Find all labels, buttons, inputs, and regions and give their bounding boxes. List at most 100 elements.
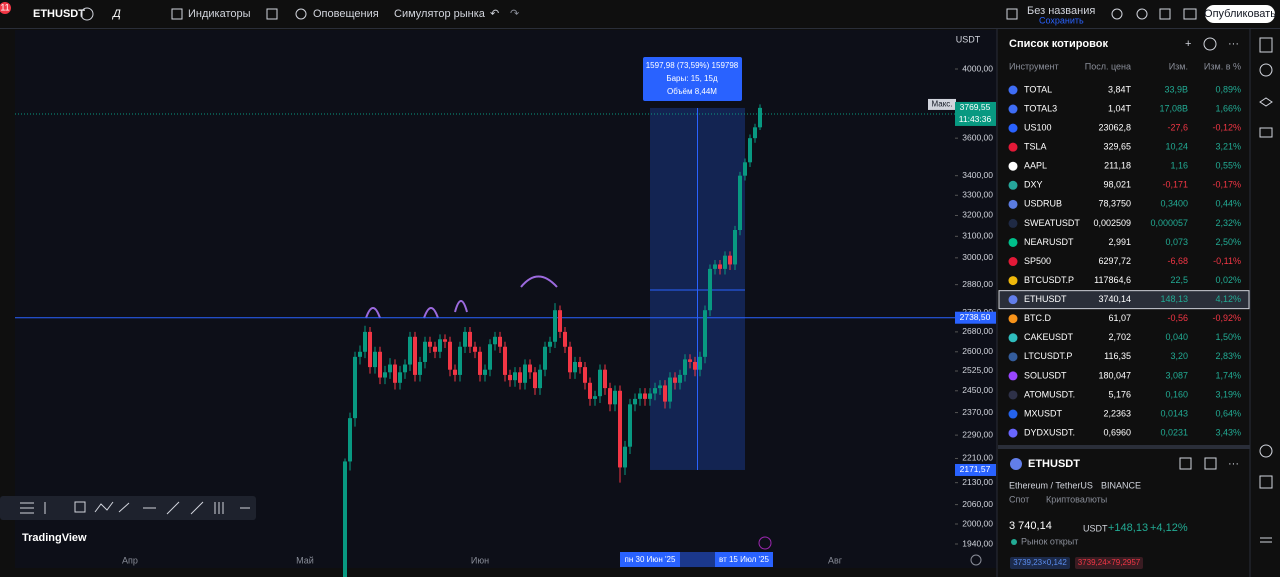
symbol-search[interactable]: ETHUSDT [33,8,85,20]
row-change-pct: 0,89% [1215,84,1241,94]
row-symbol[interactable]: DYDXUSDT. [1024,427,1075,437]
candle-body [458,346,462,375]
row-symbol[interactable]: TSLA [1024,142,1047,152]
row-icon [1008,314,1018,324]
row-price: 1,04T [1108,103,1132,113]
add-symbol[interactable] [80,7,94,21]
candle-body [478,351,482,375]
status-dot [1011,539,1017,545]
drawing-tools[interactable] [20,501,250,515]
candle-body [593,396,597,399]
fullscreen-icon[interactable] [1159,8,1171,20]
icon[interactable] [1179,457,1192,470]
more-button[interactable]: ··· [1228,458,1239,470]
candle-body [688,359,692,362]
row-symbol[interactable]: MXUSDT [1024,408,1063,418]
row-symbol[interactable]: LTCUSDT.P [1024,351,1072,361]
column-header[interactable]: Инструмент [1009,61,1059,71]
y-tick-label: 2600,00 [962,346,993,356]
currency[interactable]: USDT [956,34,981,44]
row-change-pct: 4,12% [1215,294,1241,304]
row-change: 0,0143 [1160,408,1188,418]
row-symbol[interactable]: ETHUSDT [1024,294,1067,304]
row-symbol[interactable]: SP500 [1024,256,1051,266]
details-kind: Спот [1009,494,1029,504]
row-change-pct: 0,55% [1215,161,1241,171]
alerts-button[interactable]: Оповещения [313,8,379,20]
icon[interactable] [1204,457,1217,470]
details-change-pct: +4,12% [1150,522,1188,534]
more-button[interactable]: ··· [1228,38,1239,50]
axis-settings[interactable] [970,554,982,566]
y-tick-label: 2370,00 [962,407,993,417]
row-icon [1008,161,1018,171]
row-icon [1008,218,1018,228]
row-icon [1008,333,1018,343]
settings-icon[interactable] [1136,8,1148,20]
candle-body [528,364,532,373]
row-change: 22,5 [1170,275,1188,285]
indicators-button[interactable]: Индикаторы [188,8,251,20]
row-change-pct: 3,19% [1215,389,1241,399]
row-change-pct: 0,02% [1215,275,1241,285]
row-symbol[interactable]: ATOMUSDT. [1024,389,1075,399]
chart-pane [15,30,955,568]
column-header[interactable]: Посл. цена [1085,61,1131,71]
candle-body [683,359,687,375]
candle-body [498,336,502,347]
row-change-pct: 2,50% [1215,237,1241,247]
ask-chip [1075,557,1143,569]
publish-button[interactable] [1205,5,1275,23]
candle-body [523,364,527,383]
candle-body [438,339,442,352]
row-change: 33,9B [1164,84,1188,94]
layout-name[interactable]: Без названия [1027,5,1095,17]
candle-body [493,336,497,345]
sidebar-icons[interactable] [1259,37,1273,543]
row-symbol[interactable]: TOTAL [1024,84,1052,94]
candle-body [638,393,642,399]
candle-body [348,418,352,462]
row-symbol[interactable]: DXY [1024,180,1043,190]
watchlist-title[interactable]: Список котировок [1009,38,1108,50]
row-symbol[interactable]: CAKEUSDT [1024,332,1074,342]
date-tag [620,552,680,567]
candle-body [403,364,407,373]
candle-body [598,369,602,397]
redo[interactable]: ↷ [510,8,519,20]
add-button[interactable]: + [1185,38,1191,50]
event-icon[interactable] [758,536,772,550]
row-symbol[interactable]: BTC.D [1024,313,1052,323]
ask: 3739,24×79,2957 [1078,558,1141,567]
row-symbol[interactable]: USDRUB [1024,199,1062,209]
details-change: +148,13 [1108,522,1148,534]
row-symbol[interactable]: NEARUSDT [1024,237,1074,247]
search-icon[interactable] [1111,8,1123,20]
column-header[interactable]: Изм. [1169,61,1188,71]
candle-body [728,255,732,265]
badge-count: 11 [0,2,9,12]
undo[interactable]: ↶ [490,8,499,20]
row-symbol[interactable]: BTCUSDT.P [1024,275,1074,285]
icon[interactable] [1203,37,1217,51]
screenshot-icon[interactable] [1183,8,1197,20]
row-symbol[interactable]: SOLUSDT [1024,370,1067,380]
column-header[interactable]: Изм. в % [1204,61,1241,71]
templates-button[interactable] [266,8,278,20]
date-label: пн 30 Июн '25 [625,555,676,564]
measure-label-box [643,57,742,101]
interval[interactable]: Д [111,8,121,20]
candle-body [678,374,682,383]
bid: 3739,23×0,142 [1013,558,1067,567]
row-symbol[interactable]: US100 [1024,122,1052,132]
row-symbol[interactable]: SWEATUSDT [1024,218,1080,228]
measure-label: 1597,98 (73,59%) 159798 [646,61,739,70]
replay-button[interactable]: Симулятор рынка [394,8,486,20]
candle-body [673,377,677,383]
row-change: -0,56 [1167,313,1188,323]
row-symbol[interactable]: TOTAL3 [1024,103,1057,113]
row-highlight [998,290,1250,310]
candle-body [663,385,667,402]
row-symbol[interactable]: AAPL [1024,161,1047,171]
